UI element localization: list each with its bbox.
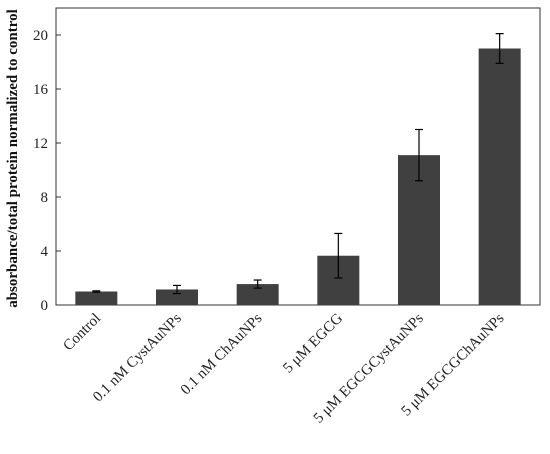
plot-frame [55, 7, 541, 306]
y-tick-label: 12 [33, 136, 48, 152]
y-tick-label: 20 [33, 28, 48, 44]
x-category-label: 0.1 nM ChAuNPs [178, 310, 266, 398]
error-bars [92, 33, 504, 295]
y-tick-label: 0 [41, 298, 49, 314]
x-category-label: Control [60, 311, 104, 355]
y-axis-title: absorbance/total protein normalized to c… [5, 9, 21, 308]
y-tick-label: 4 [41, 244, 49, 260]
y-tick-label: 8 [41, 190, 49, 206]
y-tick-label: 16 [33, 82, 49, 98]
bar [156, 289, 198, 305]
bar [75, 291, 118, 305]
x-category-label: 5 μM EGCG [280, 310, 346, 376]
x-category-label: 0.1 nM CystAuNPs [90, 310, 185, 405]
y-axis-ticks: 0 4 8 12 16 20 [33, 28, 61, 314]
bar [236, 284, 279, 305]
bars [75, 48, 521, 305]
bar [478, 48, 521, 305]
